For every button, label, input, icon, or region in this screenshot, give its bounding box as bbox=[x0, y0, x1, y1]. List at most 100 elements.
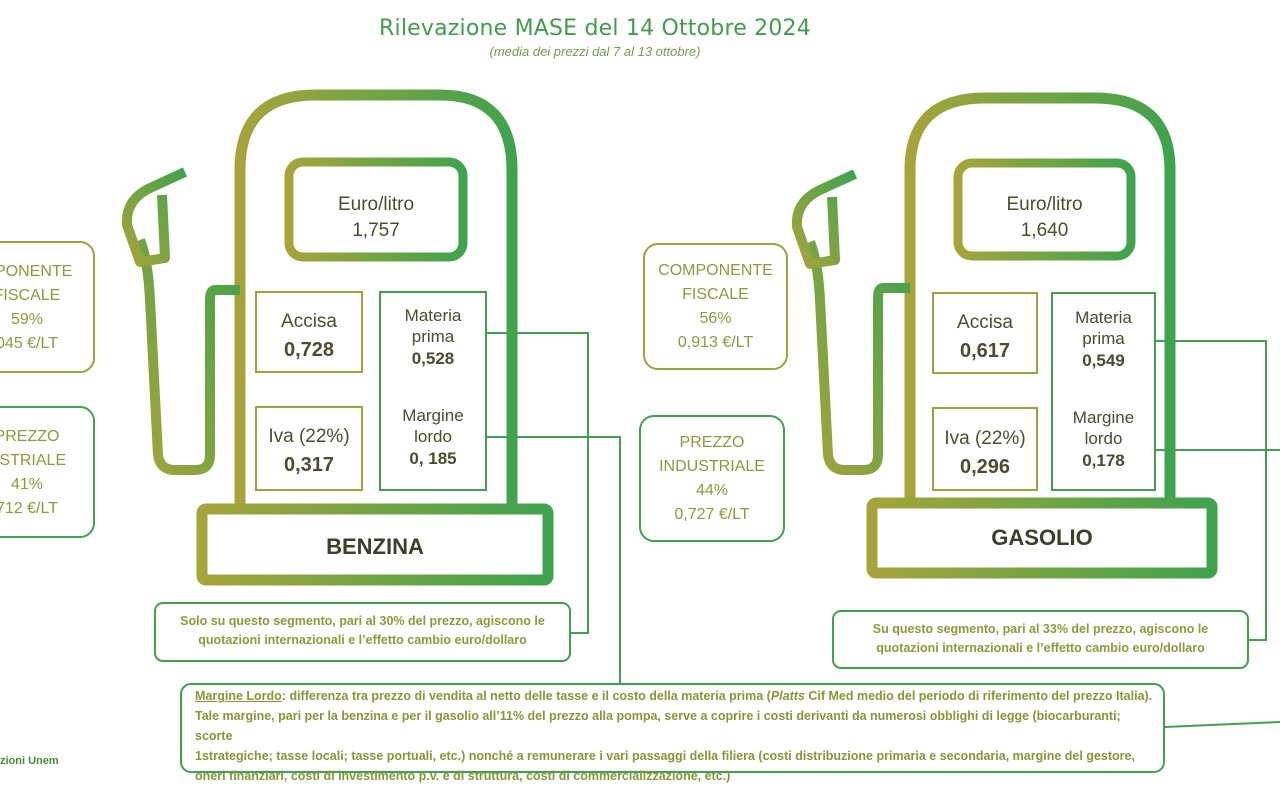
benzina-industriale-pct: 41% bbox=[10, 476, 44, 493]
benzina-margine-value: 0, 185 bbox=[409, 448, 457, 468]
benzina-materia-label-1: Materia bbox=[404, 306, 462, 325]
benzina-note: Solo su questo segmento, pari al 30% del… bbox=[155, 612, 570, 651]
gasolio-industriale-pct: 44% bbox=[695, 482, 729, 499]
benzina-industriale-line2: USTRIALE bbox=[0, 452, 67, 469]
benzina-fiscale: MPONENTE FISCALE 59% 045 €/LT bbox=[0, 260, 84, 356]
benzina-materia-label-2: prima bbox=[411, 327, 455, 347]
gasolio-industriale-line2: INDUSTRIALE bbox=[659, 458, 765, 475]
benzina-note-box bbox=[154, 602, 571, 662]
benzina-fiscale-line2: FISCALE bbox=[0, 287, 61, 304]
gasolio-iva-value: 0,296 bbox=[959, 455, 1011, 478]
benzina-pump-base bbox=[196, 503, 554, 586]
gasolio-fiscale-box bbox=[643, 243, 788, 370]
benzina-materia-box bbox=[379, 291, 487, 491]
gasolio-iva: Iva (22%) 0,296 bbox=[933, 427, 1037, 480]
gasolio-margine-label-1: Margine bbox=[1072, 408, 1135, 427]
benzina-unit-label: Euro/litro bbox=[337, 194, 415, 215]
gasolio-iva-box bbox=[932, 407, 1038, 491]
benzina-pump-nozzle bbox=[121, 167, 188, 267]
gasolio-materia-connector bbox=[1155, 340, 1267, 641]
benzina-accisa-box bbox=[255, 291, 363, 373]
benzina-industriale-line1: PREZZO bbox=[0, 428, 60, 445]
benzina-margine-label-2: lordo bbox=[414, 427, 452, 447]
benzina-fiscale-eur: 045 €/LT bbox=[0, 335, 58, 352]
gasolio-iva-label: Iva (22%) bbox=[944, 428, 1026, 449]
benzina-pump-graphic bbox=[0, 89, 621, 684]
benzina-industriale-eur: 712 €/LT bbox=[0, 500, 58, 517]
gasolio-pump-screen bbox=[953, 158, 1136, 261]
benzina-industriale-box bbox=[0, 406, 95, 538]
benzina-iva-label: Iva (22%) bbox=[268, 426, 350, 447]
benzina-materia: Materia prima 0,528 bbox=[380, 305, 486, 369]
gasolio-fiscale: COMPONENTE FISCALE 56% 0,913 €/LT bbox=[644, 259, 787, 355]
benzina-margine-connector bbox=[486, 436, 621, 684]
benzina-screen: Euro/litro 1,757 bbox=[289, 193, 463, 243]
definition-line1: Margine Lordo: differenza tra prezzo di … bbox=[195, 686, 1155, 706]
gasolio-pump-base bbox=[866, 497, 1218, 579]
gasolio-materia-value: 0,549 bbox=[1082, 350, 1125, 370]
benzina-pump-body bbox=[234, 89, 518, 505]
gasolio-note: Su questo segmento, pari al 33% del prez… bbox=[833, 620, 1248, 659]
gasolio-accisa-label: Accisa bbox=[957, 312, 1013, 333]
benzina-note-line1: Solo su questo segmento, pari al 30% del… bbox=[180, 614, 545, 628]
gasolio-note-box bbox=[832, 610, 1249, 669]
gasolio-industriale-box bbox=[639, 415, 785, 542]
definition-part2: Cif Med medio del periodo di riferimento… bbox=[804, 689, 1153, 703]
gasolio-pump-hose bbox=[805, 240, 910, 475]
gasolio-accisa: Accisa 0,617 bbox=[933, 311, 1037, 364]
definition-part1: : differenza tra prezzo di vendita al ne… bbox=[281, 689, 771, 703]
gasolio-note-line1: Su questo segmento, pari al 33% del prez… bbox=[872, 622, 1209, 636]
gasolio-accisa-box bbox=[932, 292, 1038, 374]
gasolio-materia-label-2: prima bbox=[1082, 329, 1125, 349]
definition-line4: oneri finanziari, costi di investimento … bbox=[195, 769, 731, 783]
gasolio-margine-value: 0,178 bbox=[1082, 450, 1125, 470]
definition-box bbox=[180, 683, 1165, 773]
benzina-industriale: PREZZO USTRIALE 41% 712 €/LT bbox=[0, 425, 84, 521]
benzina-accisa: Accisa 0,728 bbox=[256, 310, 362, 363]
gasolio-fiscale-line1: COMPONENTE bbox=[658, 262, 773, 279]
gasolio-screen: Euro/litro 1,640 bbox=[958, 193, 1131, 243]
gasolio-margine: Margine lordo 0,178 bbox=[1052, 407, 1155, 471]
gasolio-fiscale-eur: 0,913 €/LT bbox=[677, 334, 754, 351]
gasolio-materia-box bbox=[1051, 292, 1156, 491]
gasolio-industriale-line1: PREZZO bbox=[679, 434, 745, 451]
benzina-pump-screen bbox=[284, 157, 468, 262]
gasolio-name: GASOLIO bbox=[991, 525, 1093, 550]
gasolio-industriale-eur: 0,727 €/LT bbox=[674, 506, 750, 523]
page-title: Rilevazione MASE del 14 Ottobre 2024 bbox=[379, 16, 811, 41]
benzina-fiscale-line1: MPONENTE bbox=[0, 263, 73, 280]
gasolio-unit-label: Euro/litro bbox=[1006, 194, 1083, 215]
gasolio-accisa-value: 0,617 bbox=[959, 339, 1011, 362]
gasolio-price: 1,640 bbox=[1020, 219, 1069, 241]
gasolio-pump-graphic bbox=[639, 92, 1280, 728]
benzina-iva-value: 0,317 bbox=[283, 453, 335, 476]
gasolio-pump-body bbox=[904, 92, 1176, 498]
gasolio-materia: Materia prima 0,549 bbox=[1052, 307, 1155, 371]
benzina-margine-label-1: Margine bbox=[402, 406, 464, 425]
definition-line2: Tale margine, pari per la benzina e per … bbox=[195, 709, 1121, 743]
benzina-iva-box bbox=[255, 406, 363, 491]
benzina-margine: Margine lordo 0, 185 bbox=[380, 405, 486, 469]
benzina-iva: Iva (22%) 0,317 bbox=[256, 425, 362, 478]
gasolio-pump-nozzle bbox=[791, 169, 858, 269]
benzina-note-line2: quotazioni internazionali e l’effetto ca… bbox=[198, 633, 527, 648]
gasolio-note-line2: quotazioni internazionali e l’effetto ca… bbox=[876, 641, 1205, 656]
gasolio-materia-label-1: Materia bbox=[1075, 308, 1132, 327]
gasolio-margine-label-2: lordo bbox=[1084, 429, 1123, 449]
definition-term: Margine Lordo bbox=[195, 689, 282, 703]
gasolio-industriale: PREZZO INDUSTRIALE 44% 0,727 €/LT bbox=[640, 431, 784, 527]
benzina-accisa-label: Accisa bbox=[281, 311, 337, 332]
benzina-accisa-value: 0,728 bbox=[283, 338, 335, 361]
source-credit: zioni Unem bbox=[0, 755, 59, 767]
benzina-materia-connector bbox=[486, 332, 589, 634]
benzina-price: 1,757 bbox=[352, 219, 400, 241]
definition-line3: 1strategiche; tasse locali; tasse portua… bbox=[195, 749, 1135, 763]
benzina-fiscale-box bbox=[0, 241, 95, 373]
benzina-name: BENZINA bbox=[326, 534, 424, 559]
definition-connector bbox=[1164, 721, 1280, 728]
benzina-materia-value: 0,528 bbox=[411, 348, 455, 368]
benzina-pump-hose bbox=[135, 238, 240, 475]
margine-lordo-definition: Margine Lordo: differenza tra prezzo di … bbox=[195, 686, 1155, 786]
benzina-fiscale-pct: 59% bbox=[10, 311, 44, 328]
